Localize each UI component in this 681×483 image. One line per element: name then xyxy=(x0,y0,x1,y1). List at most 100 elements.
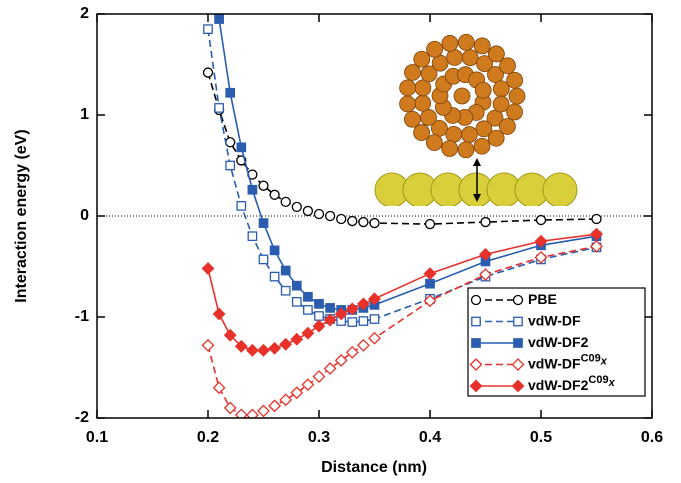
plot-area xyxy=(201,14,603,418)
y-axis-title: Interaction energy (eV) xyxy=(13,129,30,302)
marker xyxy=(358,216,369,228)
marker xyxy=(290,386,304,400)
plot-frame xyxy=(96,13,653,419)
marker xyxy=(336,213,347,225)
marker xyxy=(223,328,237,342)
fullerene-atom xyxy=(404,64,421,81)
fullerene-atom xyxy=(445,125,463,143)
fullerene-atom xyxy=(399,79,417,97)
marker xyxy=(513,338,523,348)
inset-illustration xyxy=(370,33,578,218)
marker xyxy=(225,137,236,148)
marker xyxy=(269,271,280,282)
marker xyxy=(301,378,315,392)
marker xyxy=(269,189,280,200)
y-tick-label: -1 xyxy=(75,308,89,325)
marker xyxy=(301,326,315,340)
legend-label: vdW-DF2 xyxy=(528,334,589,350)
fullerene-atom xyxy=(413,124,430,141)
marker xyxy=(201,262,215,275)
legend-sub: x xyxy=(608,377,616,389)
marker xyxy=(323,313,337,327)
x-tick-label: 0.5 xyxy=(530,429,552,446)
legend-sup: C09 xyxy=(581,352,601,364)
marker xyxy=(225,160,236,171)
marker xyxy=(423,267,437,280)
marker xyxy=(258,218,269,228)
marker xyxy=(303,305,313,315)
series-line xyxy=(218,18,597,311)
marker xyxy=(590,227,603,241)
fullerene-atom xyxy=(420,65,438,83)
legend-label: vdW-DFC09x xyxy=(528,352,608,371)
fullerene-atom xyxy=(474,81,492,99)
marker xyxy=(312,370,326,384)
marker xyxy=(323,362,337,375)
marker xyxy=(534,250,548,264)
x-tick-label: 0.4 xyxy=(419,429,441,446)
marker xyxy=(511,379,525,393)
fullerene-atom xyxy=(441,140,459,157)
marker xyxy=(345,302,359,316)
marker xyxy=(356,297,370,311)
legend-name: vdW-DF2 xyxy=(528,377,589,393)
marker xyxy=(471,316,481,327)
marker xyxy=(469,358,483,371)
legend-name: vdW-DF xyxy=(528,312,581,328)
fullerene-atom xyxy=(446,49,464,66)
fullerene-atom xyxy=(399,95,416,113)
marker xyxy=(512,294,524,306)
fullerene-atom xyxy=(414,79,432,97)
marker xyxy=(223,401,237,415)
fullerene-atom xyxy=(461,49,479,67)
marker xyxy=(279,337,293,351)
marker xyxy=(470,294,482,306)
series-line xyxy=(207,29,597,323)
x-tick-label: 0.1 xyxy=(86,429,108,446)
marker xyxy=(334,307,348,321)
marker xyxy=(479,268,492,281)
marker xyxy=(313,208,325,220)
marker xyxy=(258,180,269,191)
y-tick-label: 0 xyxy=(80,207,89,224)
marker xyxy=(245,408,259,418)
marker xyxy=(369,217,380,229)
legend-label: vdW-DF2C09x xyxy=(528,374,616,393)
marker xyxy=(469,379,483,393)
marker xyxy=(279,393,293,407)
legend-label: PBE xyxy=(528,291,557,307)
legend-sub: x xyxy=(600,355,608,367)
y-tick-label: 2 xyxy=(80,5,89,22)
marker xyxy=(591,213,602,225)
legend-sup: C09 xyxy=(588,374,608,386)
marker xyxy=(234,339,248,353)
marker xyxy=(257,404,270,418)
marker xyxy=(212,307,226,321)
marker xyxy=(534,234,548,248)
fullerene-atom xyxy=(492,95,510,113)
fullerene-atom xyxy=(425,134,443,152)
fullerene-atom xyxy=(453,87,471,105)
marker xyxy=(280,196,291,208)
marker xyxy=(369,314,380,324)
legend-box xyxy=(467,287,646,397)
marker xyxy=(236,142,247,153)
legend-name: vdW-DF xyxy=(528,355,581,371)
fullerene-atom xyxy=(499,57,516,75)
marker xyxy=(511,358,525,371)
fullerene-atom xyxy=(403,110,421,128)
marker xyxy=(201,338,215,352)
fullerene-atom xyxy=(487,45,505,63)
x-tick-label: 0.2 xyxy=(197,429,219,446)
legend-name: PBE xyxy=(528,291,557,307)
fullerene-atom xyxy=(420,109,437,126)
fullerene-atom xyxy=(413,50,431,68)
marker xyxy=(368,331,381,345)
fullerene-atom xyxy=(487,66,504,83)
marker xyxy=(212,381,226,395)
marker xyxy=(424,218,436,230)
fullerene-atom xyxy=(473,137,491,155)
fullerene-atom xyxy=(506,103,523,121)
marker xyxy=(535,214,547,226)
